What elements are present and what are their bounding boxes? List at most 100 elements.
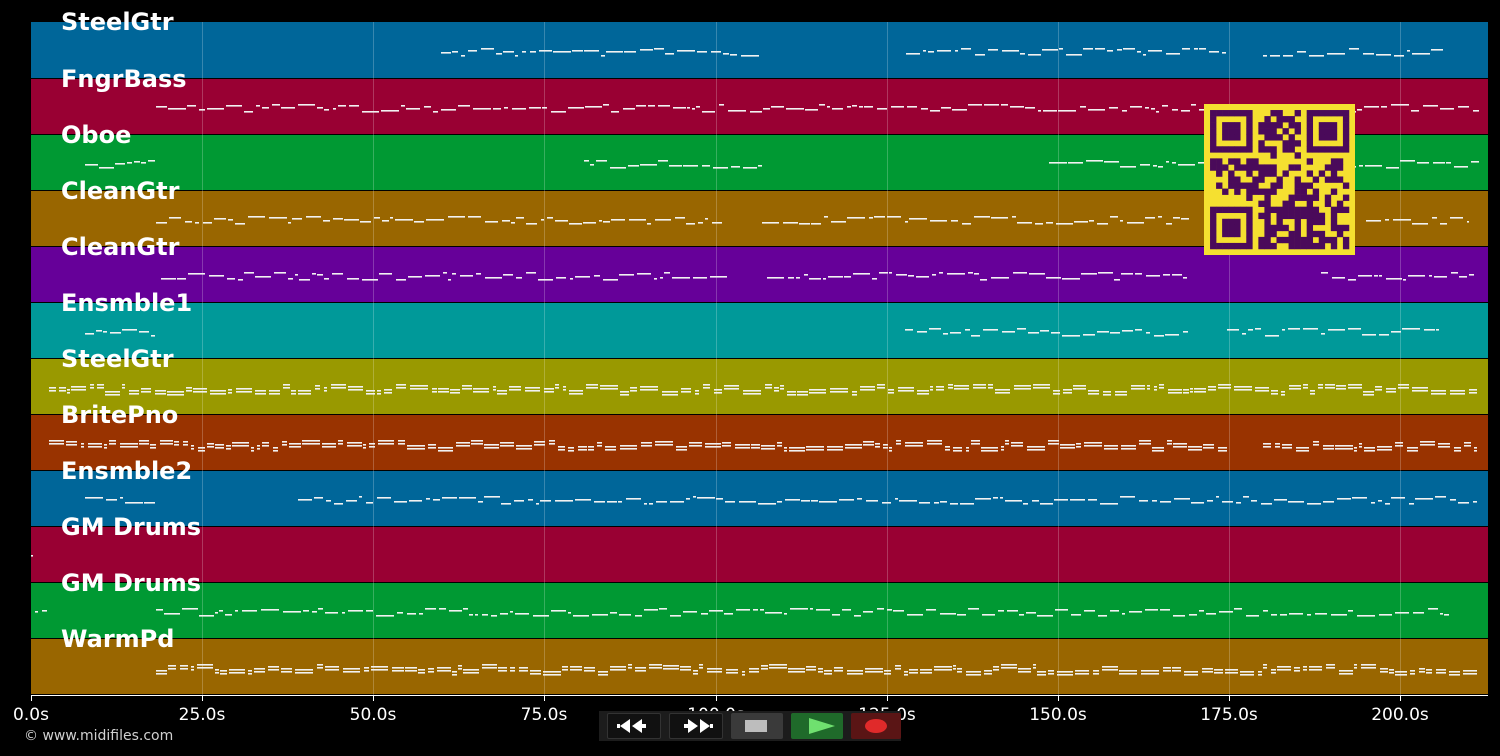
note <box>928 51 934 53</box>
note <box>169 217 181 219</box>
play-button[interactable] <box>791 713 843 739</box>
note <box>909 218 927 220</box>
note <box>542 107 547 109</box>
note <box>1451 272 1458 274</box>
note <box>572 50 583 52</box>
rewind-button[interactable] <box>607 713 661 739</box>
note <box>1074 221 1088 223</box>
note <box>895 498 898 500</box>
note <box>482 614 488 616</box>
note <box>288 222 291 224</box>
note <box>1227 329 1239 331</box>
note <box>332 273 343 275</box>
note <box>1274 499 1287 501</box>
note <box>1184 674 1198 676</box>
note <box>195 222 199 224</box>
note <box>1147 388 1150 390</box>
note <box>109 440 116 442</box>
qr-code[interactable] <box>1204 104 1355 255</box>
note <box>198 447 205 449</box>
note <box>324 390 327 392</box>
note <box>155 393 166 395</box>
note <box>712 222 722 224</box>
note <box>1173 217 1180 219</box>
note <box>525 387 540 389</box>
note <box>450 392 460 394</box>
track-lane[interactable]: Ensmble2 <box>31 457 1488 526</box>
note <box>348 386 363 388</box>
note <box>1014 388 1031 390</box>
note <box>710 276 727 278</box>
note <box>1058 110 1076 112</box>
note <box>188 273 205 275</box>
note <box>780 385 784 387</box>
note <box>59 387 66 389</box>
note <box>806 449 824 451</box>
note <box>1119 670 1137 672</box>
note <box>1131 388 1145 390</box>
note <box>1019 614 1024 616</box>
note <box>995 392 1010 394</box>
fast-forward-button[interactable] <box>669 713 723 739</box>
note <box>1073 388 1086 390</box>
note <box>883 444 888 446</box>
note <box>1431 390 1446 392</box>
note <box>1073 385 1086 387</box>
note <box>953 665 956 667</box>
note <box>1154 386 1157 388</box>
note <box>786 108 804 110</box>
track-lane[interactable]: Ensmble1 <box>31 289 1488 358</box>
note <box>1218 450 1227 452</box>
note <box>426 219 444 221</box>
track-lane[interactable]: GM Drums <box>31 513 1488 582</box>
note <box>1469 389 1477 391</box>
note <box>1307 503 1321 505</box>
note <box>1104 448 1118 450</box>
track-lane[interactable]: CleanGtr <box>31 233 1488 302</box>
note <box>1137 51 1141 53</box>
note <box>516 445 532 447</box>
note <box>209 275 224 277</box>
note <box>726 672 738 674</box>
note <box>418 669 425 671</box>
note <box>516 277 522 279</box>
note <box>1071 614 1081 616</box>
stop-button[interactable] <box>731 713 783 739</box>
note <box>875 443 880 445</box>
axis-tick <box>1058 695 1059 701</box>
note <box>1086 160 1103 162</box>
note <box>322 443 336 445</box>
track-lane[interactable]: SteelGtr <box>31 8 1488 78</box>
note <box>254 671 265 673</box>
note <box>636 105 646 107</box>
note <box>993 497 998 499</box>
note <box>784 613 787 615</box>
note <box>788 277 794 279</box>
note <box>1336 388 1346 390</box>
note <box>1032 500 1039 502</box>
note <box>695 393 699 395</box>
track-lane[interactable]: BritePno <box>31 401 1488 470</box>
note <box>882 502 891 504</box>
note <box>1122 330 1133 332</box>
note <box>1303 328 1318 330</box>
note <box>1428 608 1438 610</box>
note <box>509 389 521 391</box>
stop-icon <box>745 720 767 732</box>
record-button[interactable] <box>851 713 901 739</box>
note <box>1385 503 1390 505</box>
note <box>1191 502 1204 504</box>
note <box>1415 498 1433 500</box>
note <box>81 446 84 448</box>
note <box>981 450 998 452</box>
note <box>908 275 914 277</box>
note <box>207 108 224 110</box>
note <box>432 388 437 390</box>
note <box>215 444 224 446</box>
note <box>1172 670 1181 672</box>
note <box>830 391 848 393</box>
note <box>1146 275 1160 277</box>
note <box>500 613 508 615</box>
note <box>586 384 598 386</box>
note <box>909 672 918 674</box>
